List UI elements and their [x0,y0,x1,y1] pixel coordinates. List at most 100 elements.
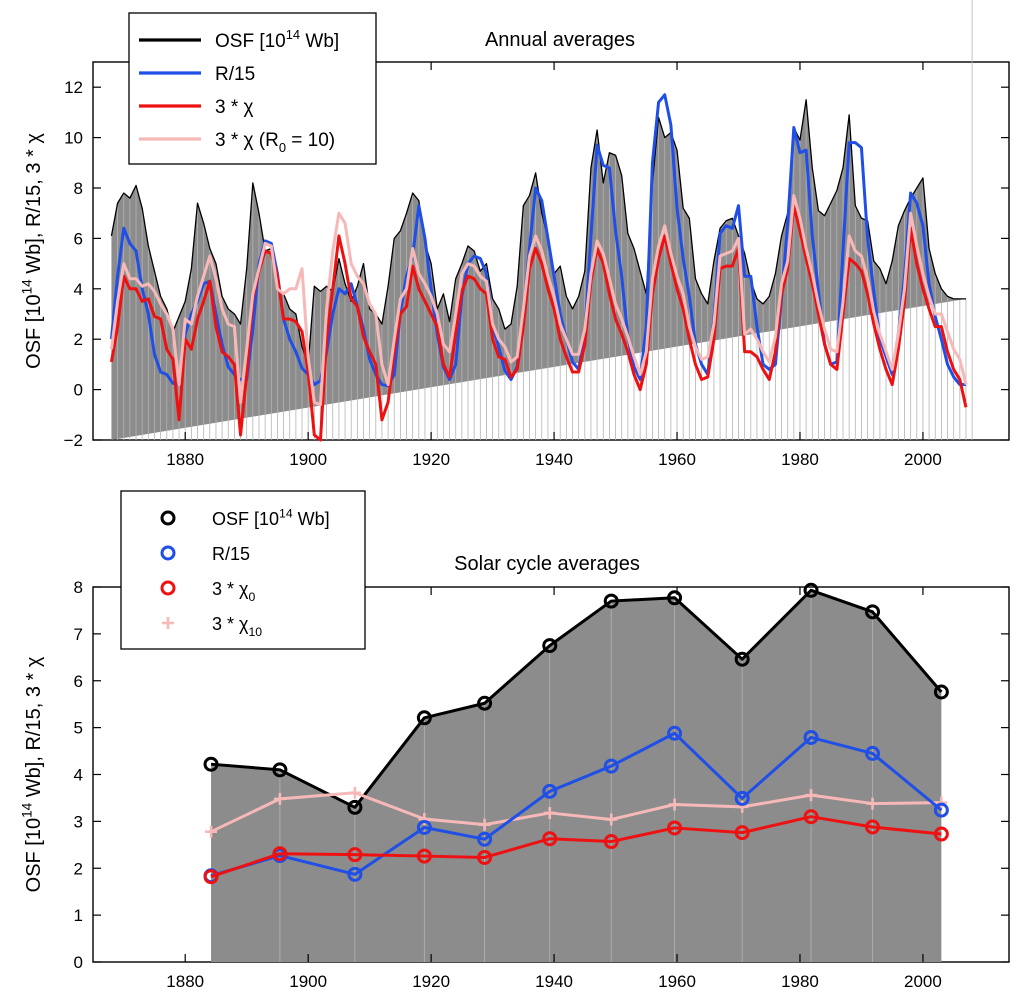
point-osf [865,604,881,620]
point-chi [416,848,432,864]
series-line-chi10 [109,194,968,407]
y-tick-label: 7 [74,625,83,644]
y-tick-label: 8 [74,179,83,198]
point-chi10 [273,792,286,805]
x-tick-label: 1880 [166,972,204,991]
point-r15 [477,831,493,847]
y-tick-label: 5 [74,719,83,738]
point-chi [667,820,683,836]
x-tick-label: 2000 [904,450,942,469]
point-osf [933,684,949,700]
point-r15 [603,758,619,774]
legend-label-chi: 3 * χ0 [212,579,255,604]
chart-panel-2: 1880 1900 1920 1940 1960 1980 2000 0 1 2 3 4 5 6 7 8 OSF… [20,490,1010,991]
x-tick-label: 1940 [535,450,573,469]
x-tick-label: 1940 [535,972,573,991]
point-chi [933,826,949,842]
point-chi10 [418,813,431,826]
y-tick-label: 0 [74,381,83,400]
point-osf [272,762,288,778]
y-tick-label: 1 [74,906,83,925]
point-osf [347,799,363,815]
point-r15 [933,802,949,818]
x-tick-label: 1960 [658,450,696,469]
x-tick-label: 1960 [658,972,696,991]
y-tick-label: 8 [74,578,83,597]
legend-swatch-osf [160,510,176,526]
point-chi [542,831,558,847]
point-osf [416,710,432,726]
point-chi10 [668,798,681,811]
y-axis-label: OSF [1014 Wb], R/15, 3 * χ [20,656,45,892]
point-osf [734,651,750,667]
point-chi [272,846,288,862]
series-line-osf [210,588,943,809]
point-osf [803,582,819,598]
y-tick-label: 0 [74,953,83,972]
point-chi10 [478,818,491,831]
point-chi10 [736,800,749,813]
point-osf [203,756,219,772]
y-tick-label: 6 [74,229,83,248]
x-tick-label: 1920 [412,450,450,469]
series-line-chi [210,815,942,879]
series-line-chi10 [210,791,942,834]
legend: OSF [1014 Wb] R/15 3 * χ 3 * χ (R0 = 10) [128,12,377,165]
legend-swatch-chi [160,580,176,596]
y-tick-label: 4 [74,766,83,785]
point-chi [803,809,819,825]
point-chi [347,847,363,863]
legend-label-osf: OSF [1014 Wb] [215,27,339,52]
point-chi [734,825,750,841]
y-tick-label: 6 [74,672,83,691]
y-tick-label: 12 [64,78,83,97]
y-tick-label: 2 [74,859,83,878]
chart-title: Solar cycle averages [454,553,640,575]
x-tick-label: 1920 [412,972,450,991]
point-r15 [734,790,750,806]
x-tick-label: 2000 [904,972,942,991]
legend-label-chi: 3 * χ [215,97,254,118]
plot-frame [92,61,1010,441]
point-osf [477,695,493,711]
x-tick-label: 1880 [166,450,204,469]
point-r15 [542,783,558,799]
point-chi10 [348,786,361,799]
point-osf [542,638,558,654]
y-tick-label: 10 [64,129,83,148]
legend-label-chi10: 3 * χ (R0 = 10) [215,130,335,155]
point-osf [667,590,683,606]
legend: OSF [1014 Wb] R/15 3 * χ0 3 * χ10 [120,490,366,650]
point-chi [477,849,493,865]
legend-label-r15: R/15 [215,64,255,85]
point-chi [865,819,881,835]
point-chi10 [205,825,218,838]
point-chi10 [543,806,556,819]
point-chi10 [866,797,879,810]
legend-label-chi10: 3 * χ10 [212,614,262,639]
y-axis-label: OSF [1014 Wb], R/15, 3 * χ [20,133,45,369]
x-tick-label: 1980 [781,972,819,991]
y-tick-label: 3 [74,812,83,831]
point-chi10 [935,796,948,809]
point-r15 [803,729,819,745]
point-chi [203,869,219,885]
x-tick-label: 1900 [289,450,327,469]
point-chi10 [605,813,618,826]
series-line-r15 [210,731,943,878]
y-tick-label: 4 [74,280,83,299]
legend-label-osf: OSF [1014 Wb] [212,506,330,529]
point-osf [603,593,619,609]
point-r15 [416,819,432,835]
legend-swatch-chi10 [162,617,174,629]
chart-title: Annual averages [485,29,635,51]
point-chi [603,834,619,850]
point-r15 [347,866,363,882]
x-tick-label: 1900 [289,972,327,991]
x-tick-label: 1980 [781,450,819,469]
y-tick-label: −2 [64,431,83,450]
legend-swatch-r15 [160,545,176,561]
point-r15 [667,725,683,741]
osf-area [211,590,942,962]
point-r15 [865,745,881,761]
